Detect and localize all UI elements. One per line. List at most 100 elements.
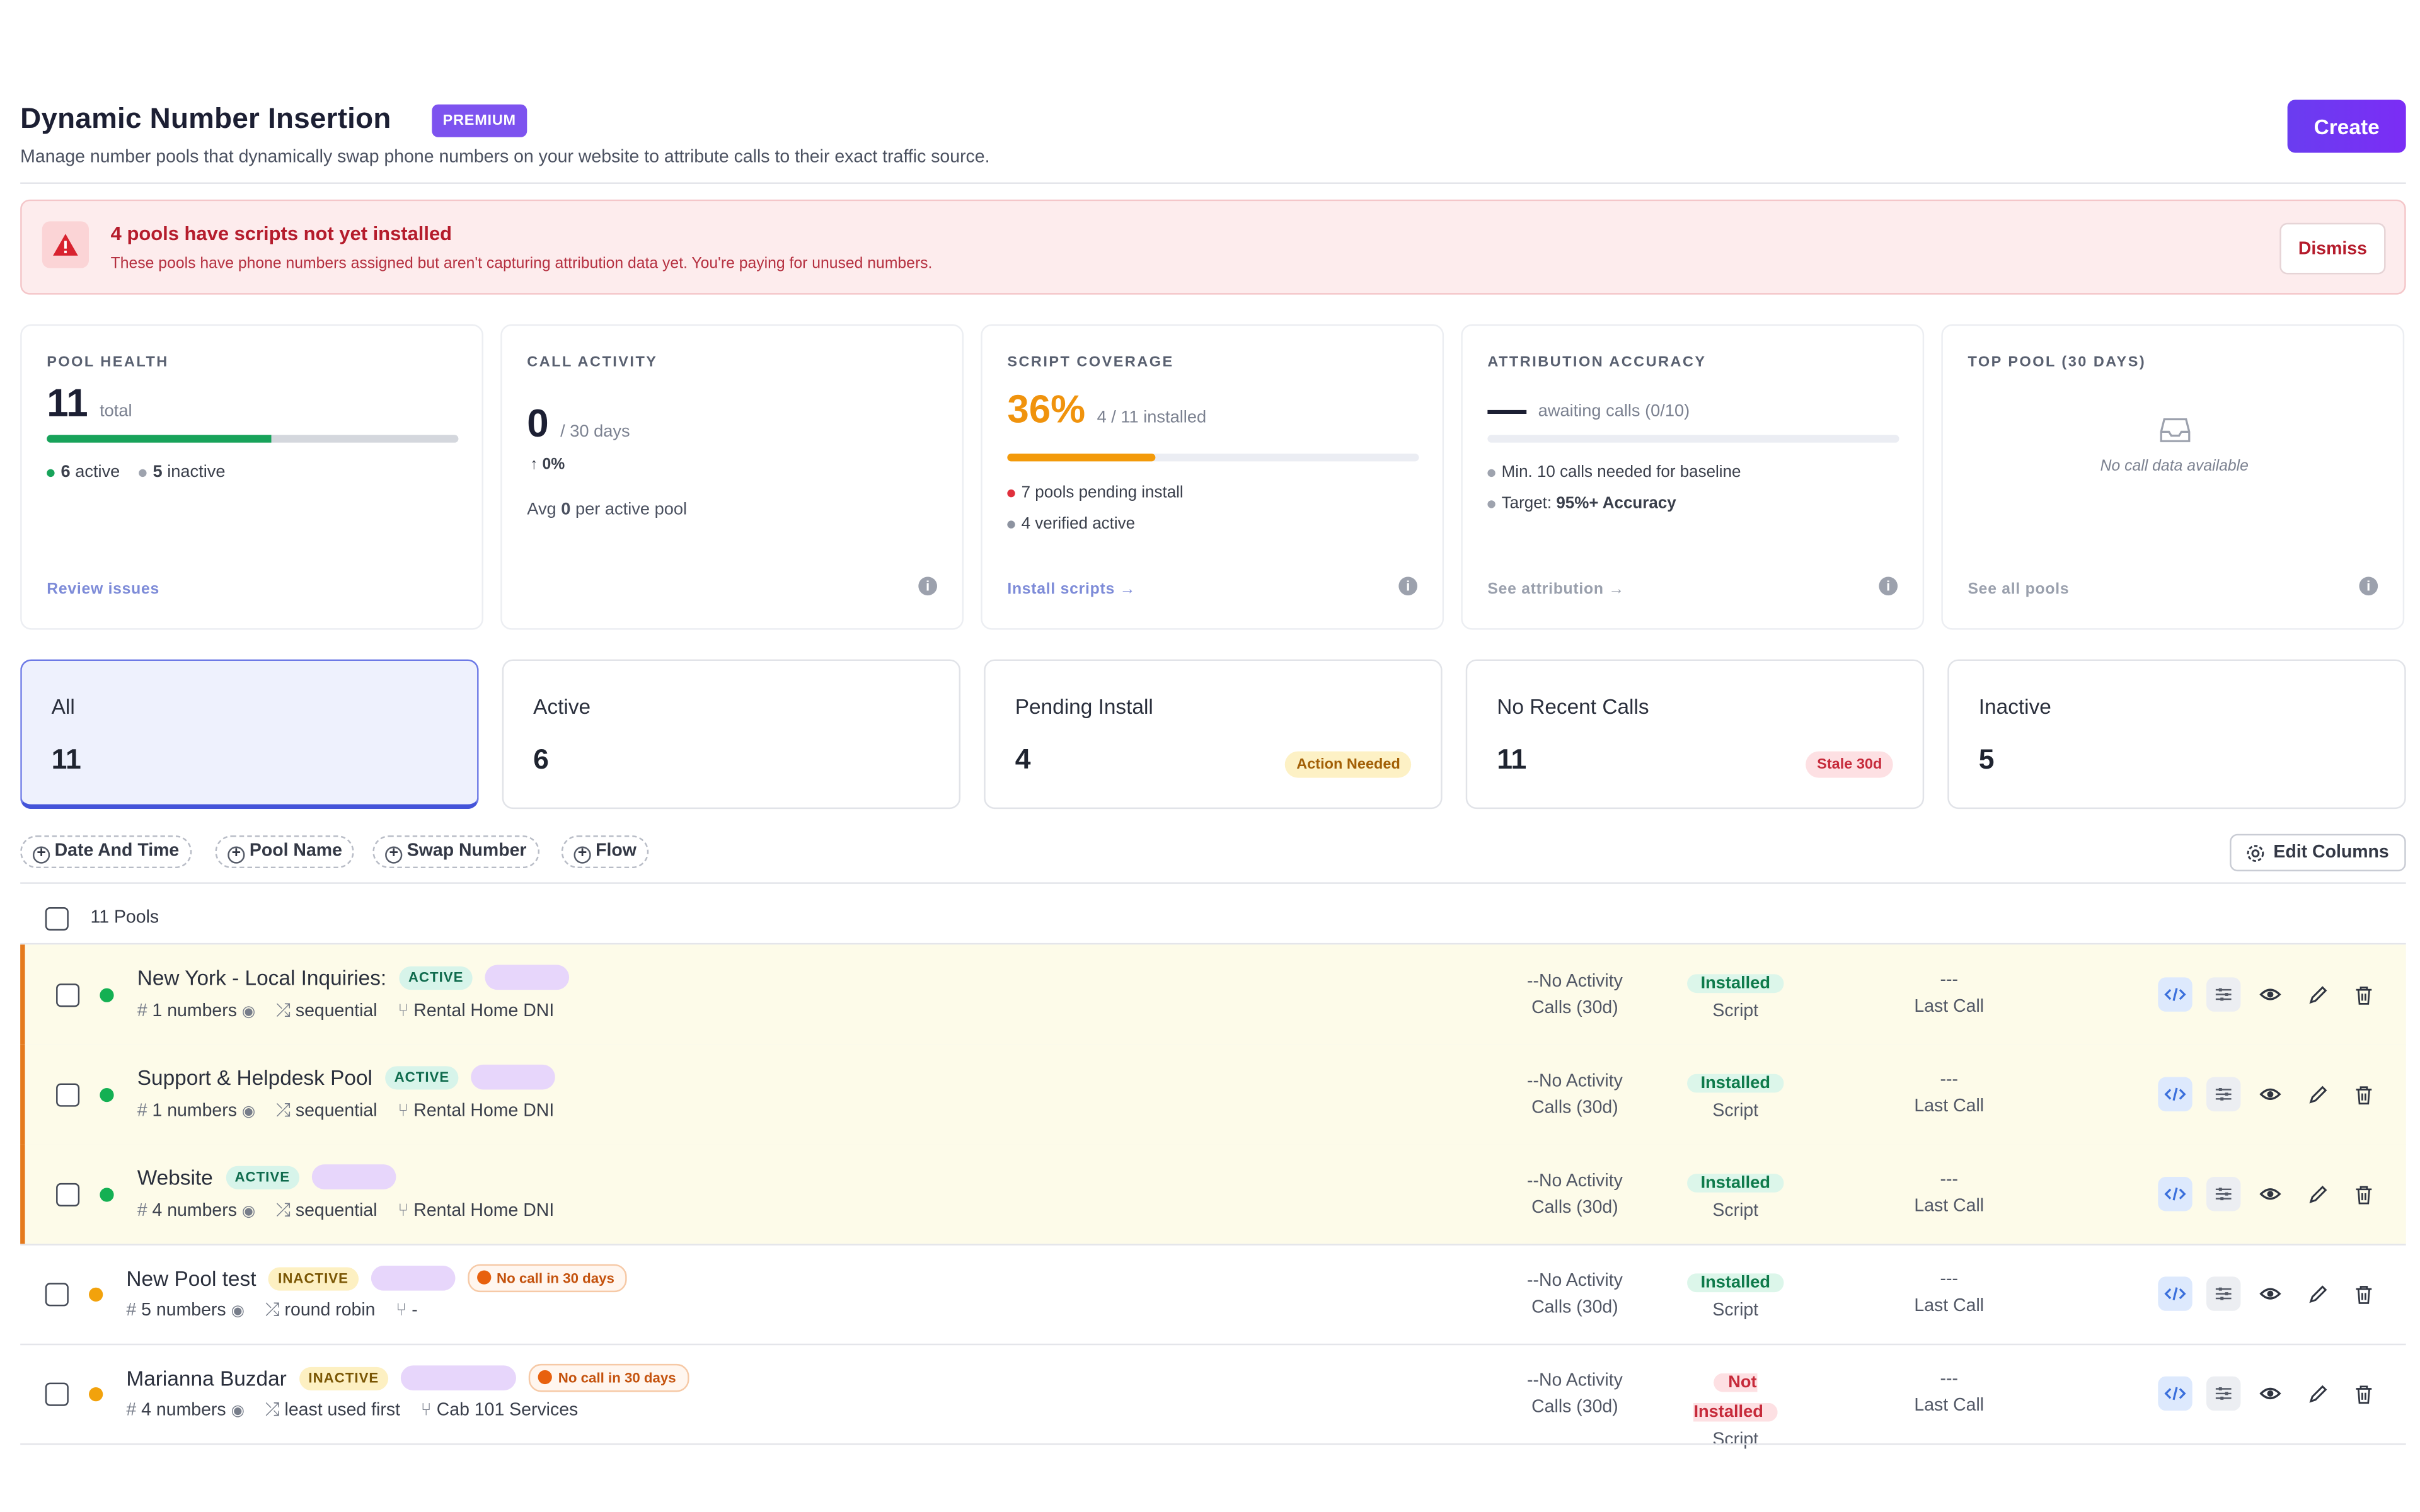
attribution-card: ATTRIBUTION ACCURACY — awaiting calls (0…: [1461, 324, 1925, 630]
tab-active[interactable]: Active 6: [502, 659, 961, 810]
pool-name[interactable]: Support & Helpdesk Pool: [137, 1065, 372, 1089]
warning-text: No call in 30 days: [497, 1270, 614, 1286]
sliders-icon[interactable]: [2206, 1177, 2241, 1211]
see-all-pools-link[interactable]: See all pools: [1968, 581, 2070, 599]
table-row[interactable]: Marianna Buzdar INACTIVE No call in 30 d…: [20, 1344, 2406, 1450]
row-checkbox[interactable]: [56, 1083, 80, 1107]
tab-count: 5: [1978, 743, 1995, 775]
trash-icon[interactable]: [2347, 1177, 2381, 1211]
trash-icon[interactable]: [2347, 1077, 2381, 1111]
avg-suffix: per active pool: [575, 500, 688, 519]
table-row[interactable]: Support & Helpdesk Pool ACTIVE # 1 numbe…: [20, 1044, 2406, 1145]
code-icon[interactable]: [2158, 1276, 2192, 1311]
warning-badge: No call in 30 days: [467, 1264, 627, 1293]
sliders-icon[interactable]: [2206, 1077, 2241, 1112]
tab-pending-install[interactable]: Pending Install 4 Action Needed: [984, 659, 1443, 810]
edit-pencil-icon[interactable]: [2300, 977, 2334, 1011]
create-button[interactable]: Create: [2287, 100, 2406, 153]
activity-cell: --No Activity Calls (30d): [1505, 1169, 1645, 1222]
edit-pencil-icon[interactable]: [2300, 1077, 2334, 1111]
eye-icon[interactable]: [2253, 1177, 2287, 1211]
flow-name: Rental Home DNI: [413, 1102, 555, 1121]
pool-name[interactable]: Marianna Buzdar: [126, 1366, 287, 1390]
edit-columns-button[interactable]: Edit Columns: [2230, 833, 2406, 872]
row-checkbox[interactable]: [45, 1382, 69, 1406]
table-row[interactable]: New York - Local Inquiries: ACTIVE # 1 n…: [20, 944, 2406, 1045]
plus-circle-icon: +: [385, 845, 403, 864]
sliders-icon[interactable]: [2206, 1376, 2241, 1411]
call-change-value: 0%: [542, 456, 565, 474]
card-label: CALL ACTIVITY: [527, 353, 658, 371]
filter-flow[interactable]: + Flow: [561, 835, 649, 869]
row-checkbox[interactable]: [56, 983, 80, 1007]
premium-badge: PREMIUM: [432, 104, 527, 137]
info-icon[interactable]: i: [1398, 576, 1418, 596]
page-title: Dynamic Number Insertion: [20, 101, 391, 134]
warning-text: No call in 30 days: [558, 1370, 676, 1386]
eye-small-icon[interactable]: ◉: [241, 1203, 256, 1221]
card-label: SCRIPT COVERAGE: [1007, 353, 1174, 371]
info-icon[interactable]: i: [918, 576, 937, 596]
filter-pool-name[interactable]: + Pool Name: [215, 835, 355, 869]
eye-small-icon[interactable]: ◉: [241, 1004, 256, 1021]
tab-inactive[interactable]: Inactive 5: [1947, 659, 2406, 810]
tag-pill: [370, 1266, 455, 1291]
flow-icon: ⑂: [420, 1401, 432, 1420]
action-needed-badge: Action Needed: [1285, 751, 1412, 778]
row-checkbox[interactable]: [45, 1283, 69, 1307]
pool-name[interactable]: New Pool test: [126, 1266, 256, 1290]
shuffle-icon: ⤮: [265, 1301, 280, 1320]
select-all-checkbox[interactable]: [45, 907, 69, 931]
pool-name[interactable]: Website: [137, 1165, 213, 1189]
code-icon[interactable]: [2158, 1177, 2192, 1211]
eye-small-icon[interactable]: ◉: [231, 1303, 245, 1320]
eye-icon[interactable]: [2253, 1077, 2287, 1111]
edit-pencil-icon[interactable]: [2300, 1377, 2334, 1411]
row-checkbox[interactable]: [56, 1183, 80, 1207]
row-meta: # 4 numbers ◉ ⤮ sequential ⑂ Rental Home…: [137, 1202, 555, 1222]
pools-count: 11 Pools: [90, 908, 159, 928]
install-scripts-link[interactable]: Install scripts →: [1007, 581, 1136, 599]
trash-icon[interactable]: [2347, 1276, 2381, 1310]
tab-no-recent-calls[interactable]: No Recent Calls 11 Stale 30d: [1465, 659, 1925, 810]
trash-icon[interactable]: [2347, 1377, 2381, 1411]
dismiss-button[interactable]: Dismiss: [2279, 222, 2386, 275]
table-row[interactable]: New Pool test INACTIVE No call in 30 day…: [20, 1244, 2406, 1343]
script-coverage-bar: [1007, 453, 1419, 462]
inactive-label: inactive: [167, 462, 226, 482]
tag-pill: [485, 965, 570, 990]
top-pool-card: TOP POOL (30 DAYS) No call data availabl…: [1941, 324, 2405, 630]
trash-icon[interactable]: [2347, 977, 2381, 1011]
attribution-value-group: — awaiting calls (0/10): [1487, 388, 1690, 433]
edit-pencil-icon[interactable]: [2300, 1177, 2334, 1211]
sliders-icon[interactable]: [2206, 977, 2241, 1012]
eye-small-icon[interactable]: ◉: [231, 1402, 245, 1420]
eye-small-icon[interactable]: ◉: [241, 1103, 256, 1121]
verified-dot: [1007, 520, 1015, 529]
code-icon[interactable]: [2158, 1077, 2192, 1112]
tab-all[interactable]: All 11: [20, 659, 479, 810]
page-subtitle: Manage number pools that dynamically swa…: [20, 148, 990, 167]
script-status-badge: Installed: [1686, 974, 1785, 993]
pool-health-value: 11: [47, 382, 88, 426]
filter-swap-number[interactable]: + Swap Number: [372, 835, 539, 869]
pool-name[interactable]: New York - Local Inquiries:: [137, 965, 387, 989]
call-activity-avg: Avg 0 per active pool: [527, 500, 687, 519]
info-icon[interactable]: i: [1879, 576, 1898, 596]
code-icon[interactable]: [2158, 977, 2192, 1012]
tag-pill: [400, 1365, 516, 1390]
sliders-icon[interactable]: [2206, 1276, 2241, 1311]
see-attribution-link[interactable]: See attribution →: [1487, 581, 1625, 599]
edit-pencil-icon[interactable]: [2300, 1276, 2334, 1310]
edit-columns-label: Edit Columns: [2273, 843, 2389, 862]
table-row[interactable]: Website ACTIVE # 4 numbers ◉ ⤮ sequentia…: [20, 1144, 2406, 1244]
filter-date-and-time[interactable]: + Date And Time: [20, 835, 192, 869]
attribution-unit: awaiting calls (0/10): [1538, 402, 1690, 421]
eye-icon[interactable]: [2253, 1276, 2287, 1310]
eye-icon[interactable]: [2253, 977, 2287, 1011]
code-icon[interactable]: [2158, 1376, 2192, 1411]
review-issues-link[interactable]: Review issues: [47, 581, 160, 599]
eye-icon[interactable]: [2253, 1377, 2287, 1411]
info-icon[interactable]: i: [2359, 576, 2378, 596]
gear-icon: [2245, 844, 2266, 869]
